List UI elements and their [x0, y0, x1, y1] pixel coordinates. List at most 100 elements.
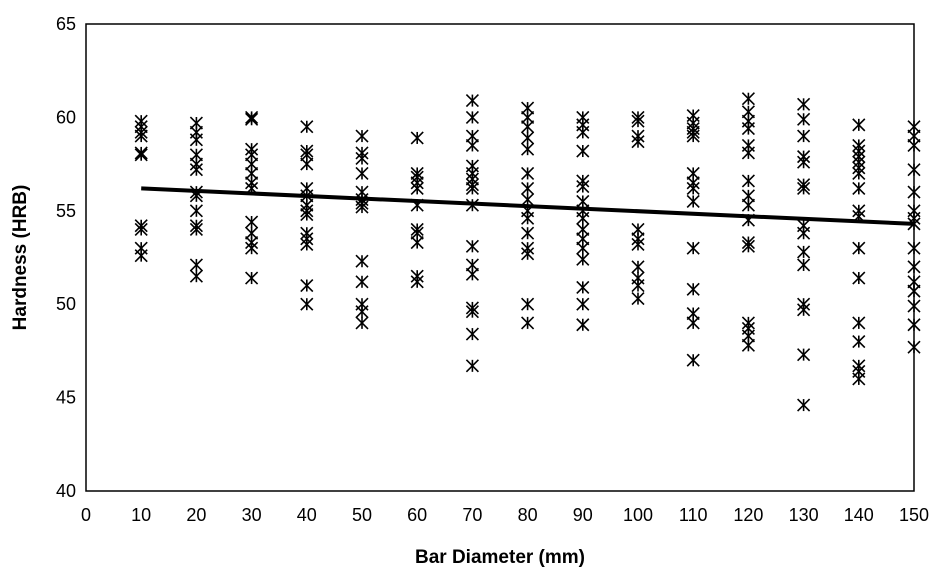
y-tick-label: 50 [56, 294, 76, 314]
data-point [521, 211, 535, 225]
y-axis-title: Hardness (HRB) [10, 185, 31, 331]
data-point [686, 129, 700, 143]
data-point [355, 151, 369, 166]
x-tick-label: 50 [352, 505, 372, 525]
data-point [410, 131, 424, 145]
x-tick-label: 80 [518, 505, 538, 525]
data-point [852, 166, 866, 181]
data-point [852, 271, 866, 285]
plot-area [85, 23, 915, 492]
data-point [355, 254, 369, 268]
data-point [576, 318, 590, 332]
data-point [907, 340, 921, 354]
data-point [797, 155, 811, 169]
data-point [686, 316, 700, 330]
data-point [797, 348, 811, 362]
data-point [300, 157, 314, 171]
data-point [300, 297, 314, 311]
data-point [686, 282, 700, 296]
data-point [852, 118, 866, 132]
data-points [134, 92, 921, 412]
x-tick-label: 30 [242, 505, 262, 525]
data-point [189, 133, 203, 147]
y-tick-label: 65 [56, 14, 76, 34]
x-tick-label: 140 [844, 505, 874, 525]
data-point [355, 129, 369, 143]
data-point [797, 97, 811, 111]
data-point [907, 138, 921, 152]
y-tick-label: 45 [56, 388, 76, 408]
data-point [355, 316, 369, 330]
data-point [631, 278, 645, 293]
data-point [189, 204, 203, 218]
data-point [521, 193, 535, 207]
data-point [521, 297, 535, 311]
data-point [797, 112, 811, 126]
data-point [465, 359, 479, 373]
data-point [852, 181, 866, 195]
data-point [797, 226, 811, 240]
data-point [300, 237, 314, 251]
data-point [741, 338, 755, 352]
data-point [576, 144, 590, 158]
data-point [741, 239, 755, 253]
x-tick-label: 60 [407, 505, 427, 525]
data-point [189, 222, 203, 237]
data-point [134, 129, 148, 143]
data-point [134, 148, 148, 162]
data-point [631, 260, 645, 274]
data-point [741, 174, 755, 188]
data-point [189, 163, 203, 177]
data-point [521, 120, 535, 134]
data-point [631, 292, 645, 306]
data-point [465, 138, 479, 152]
data-point [907, 318, 921, 332]
data-point [852, 241, 866, 255]
data-point [741, 92, 755, 106]
x-tick-label: 70 [462, 505, 482, 525]
data-point [576, 125, 590, 139]
data-point [521, 131, 535, 145]
data-point [465, 239, 479, 253]
data-point [797, 245, 811, 259]
data-point [521, 247, 535, 261]
data-point [521, 226, 535, 240]
data-point [189, 258, 203, 272]
data-point [355, 275, 369, 289]
data-point [189, 269, 203, 283]
data-point [300, 278, 314, 293]
data-point [355, 200, 369, 214]
data-point [907, 241, 921, 255]
data-point [134, 249, 148, 263]
data-point [576, 179, 590, 194]
x-tick-label: 20 [186, 505, 206, 525]
data-point [797, 303, 811, 317]
data-point [631, 135, 645, 149]
data-point [907, 299, 921, 313]
data-point [686, 241, 700, 255]
data-point [797, 129, 811, 143]
data-point [631, 237, 645, 251]
data-point [576, 241, 590, 255]
data-point [521, 166, 535, 181]
data-point [907, 163, 921, 177]
data-point [521, 142, 535, 156]
data-point [134, 222, 148, 237]
data-point [686, 181, 700, 195]
data-point [355, 305, 369, 319]
data-point [465, 267, 479, 281]
x-tick-label: 0 [81, 505, 91, 525]
y-tick-label: 60 [56, 107, 76, 127]
data-point [741, 146, 755, 160]
data-point [465, 94, 479, 108]
x-tick-label: 100 [623, 505, 653, 525]
data-point [465, 181, 479, 195]
data-point [741, 198, 755, 212]
data-point [907, 185, 921, 199]
data-point [410, 275, 424, 289]
y-tick-label: 40 [56, 481, 76, 501]
data-point [245, 215, 259, 229]
data-point [245, 271, 259, 285]
data-point [576, 297, 590, 311]
data-point [852, 372, 866, 386]
